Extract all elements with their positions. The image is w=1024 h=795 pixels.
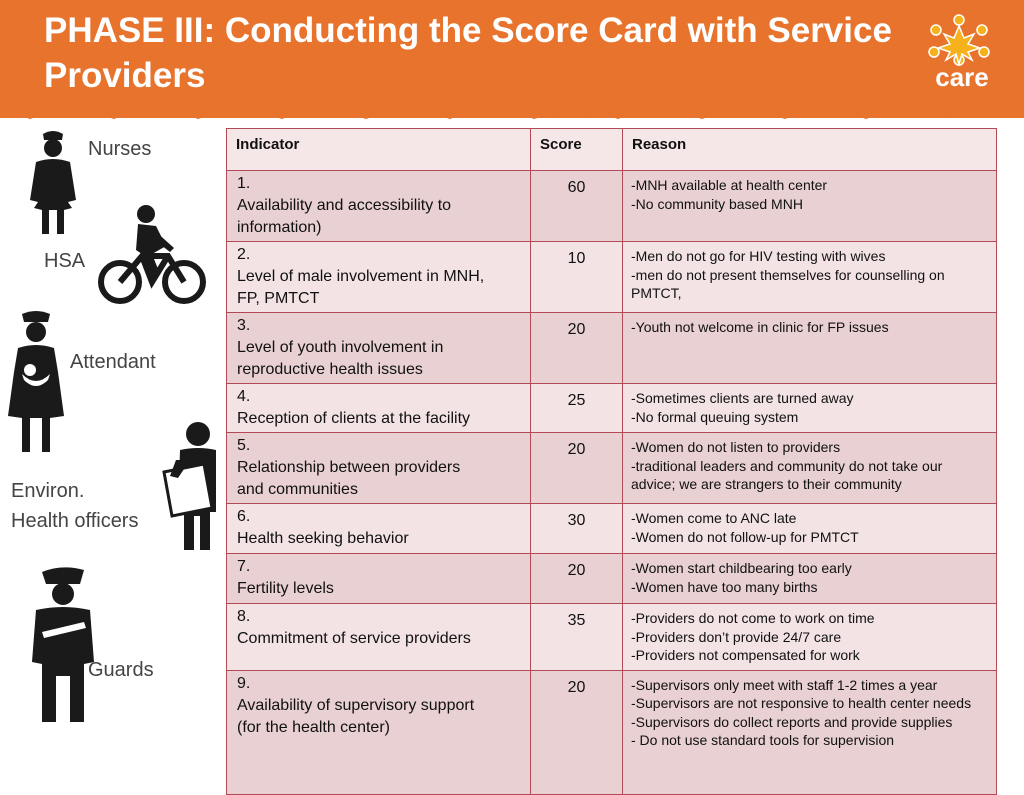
score-cell: 35 [530,603,623,671]
logo-text: care [935,62,989,92]
indicator-number: 7. [237,558,251,575]
header-indicator: Indicator [226,128,531,171]
indicator-number: 2. [237,246,251,263]
label-attendant: Attendant [70,351,156,373]
reason-line: -traditional leaders and community do no… [631,457,943,493]
score-cell: 20 [530,669,623,795]
table-row: 1. Availability and accessibility to info… [226,170,997,242]
table-row: 7.Fertility levels 20 -Women start childbe… [226,553,997,604]
reason-cell: -Women start childbearing too early -Wome… [622,553,997,604]
score-cell: 20 [530,553,623,604]
table-row: 4. Reception of clients at the facility 25… [226,383,997,433]
indicator-text: Level of male involvement in MNH, FP, PM… [237,268,485,307]
indicator-cell: 5. Relationship between providers and com… [226,432,531,504]
table-row: 8.Commitment of service providers 35 -Prov… [226,603,997,671]
indicator-text: Relationship between providers and commu… [237,459,461,498]
reason-cell: -Supervisors only meet with staff 1-2 ti… [622,669,997,795]
header-banner [0,0,1024,118]
reason-cell: -Men do not go for HIV testing with wive… [622,241,997,313]
reason-line: - Do not use standard tools for supervis… [631,732,895,748]
header-torn-edge [0,100,1024,119]
indicator-cell: 3. Level of youth involvement in reprodu… [226,312,531,384]
indicator-number: 1. [237,175,251,192]
score-cell: 20 [530,312,623,384]
page-title: PHASE III: Conducting the Score Card wit… [44,11,892,95]
reason-line: -Sometimes clients are turned away [631,390,854,406]
indicator-cell: 9. Availability of supervisory support (f… [226,669,531,795]
score-cell: 25 [530,383,623,433]
table-row: 3. Level of youth involvement in reprodu… [226,312,997,384]
indicator-cell: 8. Commitment of service providers [226,603,531,671]
indicator-number: 9. [237,674,251,692]
header-score: Score [530,128,623,171]
label-health-officers: Health officers [11,510,139,532]
cyclist-icon [98,205,206,304]
table-row: 5. Relationship between providers and com… [226,432,997,504]
indicator-text: Fertility levels [237,580,334,597]
indicator-text: Level of youth involvement in reproducti… [237,339,444,378]
reason-line: -No community based MNH [631,195,803,212]
indicator-text: Availability and accessibility to inform… [237,197,452,236]
score-card-table: Indicator Score Reason 1. Availability an… [226,128,997,795]
indicator-cell: 6. Health seeking behavior [226,503,531,554]
reason-line: -Providers don’t provide 24/7 care [631,628,842,645]
indicator-number: 4. [237,388,251,405]
reason-line: -MNH available at health center [631,177,828,193]
table-row: 2. Level of male involvement in MNH, FP, … [226,241,997,313]
reason-line: -Providers not compensated for work [631,647,860,663]
indicator-cell: 2. Level of male involvement in MNH, FP, … [226,241,531,313]
score-cell: 10 [530,241,623,313]
indicator-cell: 7. Fertility levels [226,553,531,604]
indicator-number: 3. [237,317,251,334]
reason-line: -Providers do not come to work on time [631,610,875,626]
table-row: 9. Availability of supervisory support (f… [226,669,997,795]
reason-cell: -Providers do not come to work on time -P… [622,603,997,671]
indicator-number: 6. [237,508,251,525]
table-row: 6.Health seeking behavior 30 -Women come t… [226,503,997,554]
score-cell: 60 [530,170,623,242]
reason-line: -Supervisors only meet with staff 1-2 ti… [631,676,938,693]
reason-line: -Youth not welcome in clinic for FP issu… [631,319,889,335]
reason-line: -Men do not go for HIV testing with wive… [631,248,886,264]
reason-cell: -Youth not welcome in clinic for FP issu… [622,312,997,384]
reason-line: -Supervisors are not responsive to healt… [631,695,972,711]
indicator-text: Reception of clients at the facility [237,410,471,427]
nurse-icon [30,131,76,234]
header-reason: Reason [622,128,997,171]
indicator-text: Availability of supervisory support (for… [237,696,475,736]
reason-cell: -Women come to ANC late -Women do not fol… [622,503,997,554]
indicator-cell: 1. Availability and accessibility to info… [226,170,531,242]
reason-line: -Women do not listen to providers [631,439,841,455]
reason-line: -men do not present themselves for couns… [631,266,945,302]
reason-line: -No formal queuing system [631,408,799,425]
label-hsa: HSA [44,250,86,272]
care-logo-icon [928,14,990,67]
guard-icon [32,567,94,722]
indicator-cell: 4. Reception of clients at the facility [226,383,531,433]
attendant-icon [8,311,64,452]
reason-line: -Women come to ANC late [631,510,797,526]
reason-cell: -Women do not listen to providers -tradit… [622,432,997,504]
reason-line: -Women have too many births [631,578,818,595]
indicator-text: Commitment of service providers [237,630,471,647]
reason-cell: -MNH available at health center -No commu… [622,170,997,242]
indicator-number: 5. [237,437,251,454]
label-environ: Environ. [11,480,85,502]
indicator-number: 8. [237,608,251,625]
reason-line: -Supervisors do collect reports and prov… [631,713,953,730]
health-officer-icon [162,422,216,550]
label-nurses: Nurses [88,138,152,160]
reason-cell: -Sometimes clients are turned away -No fo… [622,383,997,433]
label-guards: Guards [88,659,154,681]
score-cell: 30 [530,503,623,554]
indicator-text: Health seeking behavior [237,530,409,547]
reason-line: -Women do not follow-up for PMTCT [631,528,859,545]
score-cell: 20 [530,432,623,504]
reason-line: -Women start childbearing too early [631,560,852,576]
